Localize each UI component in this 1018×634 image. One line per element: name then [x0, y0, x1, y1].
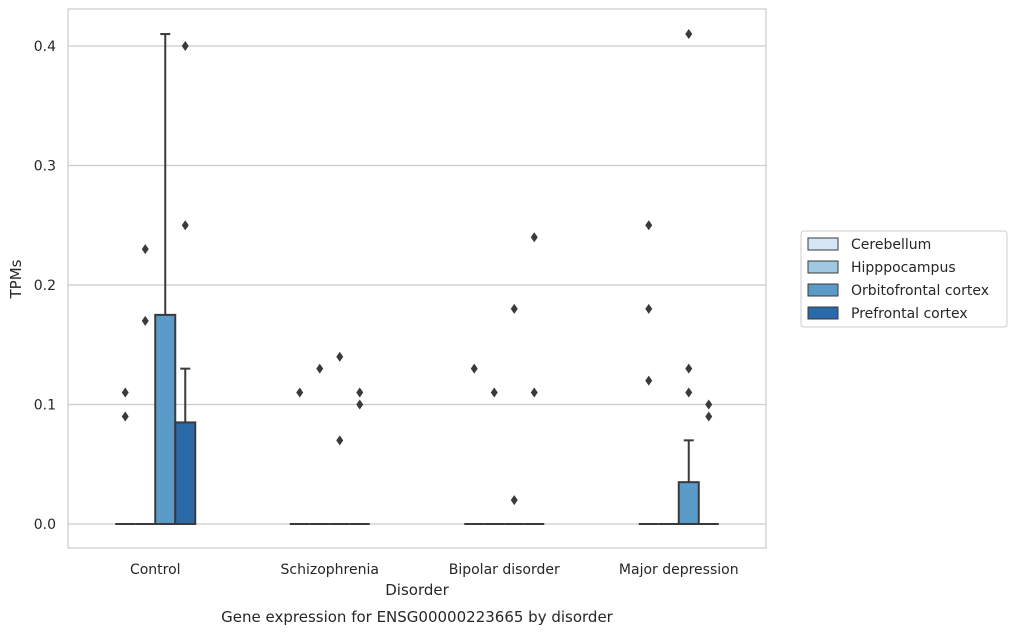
x-tick-label: Schizophrenia: [281, 562, 379, 578]
outlier-point: [705, 399, 713, 410]
outlier-point: [685, 387, 693, 398]
box: [174, 367, 197, 525]
box-body: [154, 313, 177, 525]
outlier-point: [685, 363, 693, 374]
outlier-point: [121, 387, 129, 398]
x-tick-label: Bipolar disorder: [449, 562, 560, 578]
outlier-point: [645, 303, 653, 314]
outlier-point: [530, 232, 538, 243]
outlier-point: [530, 387, 538, 398]
legend: Cerebellum Hipppocampus Orbitofrontal cort…: [800, 230, 1008, 328]
y-tick-labels: 0.0 0.1 0.2 0.3 0.4: [34, 39, 56, 533]
outlier-point: [705, 411, 713, 422]
outlier-point: [181, 220, 189, 231]
outlier-point: [141, 244, 149, 255]
outlier-point: [356, 399, 364, 410]
outlier-point: [141, 315, 149, 326]
box-body: [174, 421, 197, 525]
y-axis-label: TPMs: [7, 259, 25, 299]
y-tick-label: 0.0: [34, 517, 56, 533]
y-tick-label: 0.4: [34, 39, 56, 55]
x-tick-labels: Control Schizophrenia Bipolar disorder Majo…: [130, 562, 739, 578]
outliers: [121, 29, 713, 506]
outlier-point: [685, 29, 693, 40]
boxes: [115, 33, 719, 525]
legend-swatch: [807, 306, 839, 320]
plot-frame: [67, 8, 767, 549]
outlier-point: [510, 495, 518, 506]
outlier-point: [121, 411, 129, 422]
x-axis-label: Disorder: [385, 581, 449, 599]
outlier-point: [316, 363, 324, 374]
outlier-point: [336, 435, 344, 446]
legend-label: Prefrontal cortex: [851, 306, 968, 322]
box-body: [677, 481, 700, 525]
legend-swatch: [807, 283, 839, 297]
outlier-point: [490, 387, 498, 398]
legend-label: Cerebellum: [851, 237, 931, 253]
outlier-point: [356, 387, 364, 398]
y-tick-label: 0.3: [34, 159, 56, 175]
chart-caption: Gene expression for ENSG00000223665 by d…: [221, 608, 614, 626]
outlier-point: [336, 351, 344, 362]
outlier-point: [645, 375, 653, 386]
outlier-point: [470, 363, 478, 374]
legend-swatch: [807, 237, 839, 251]
outlier-point: [296, 387, 304, 398]
legend-frame: [800, 230, 1008, 328]
outlier-point: [181, 41, 189, 51]
x-tick-label: Major depression: [619, 562, 739, 578]
box: [677, 439, 700, 525]
y-tick-label: 0.1: [34, 398, 56, 414]
outlier-point: [645, 220, 653, 231]
legend-label: Orbitofrontal cortex: [851, 283, 989, 299]
box: [154, 33, 177, 525]
outlier-point: [510, 303, 518, 314]
x-tick-label: Control: [130, 562, 181, 578]
legend-label: Hipppocampus: [851, 260, 956, 276]
y-tick-label: 0.2: [34, 278, 56, 294]
legend-swatch: [807, 260, 839, 274]
